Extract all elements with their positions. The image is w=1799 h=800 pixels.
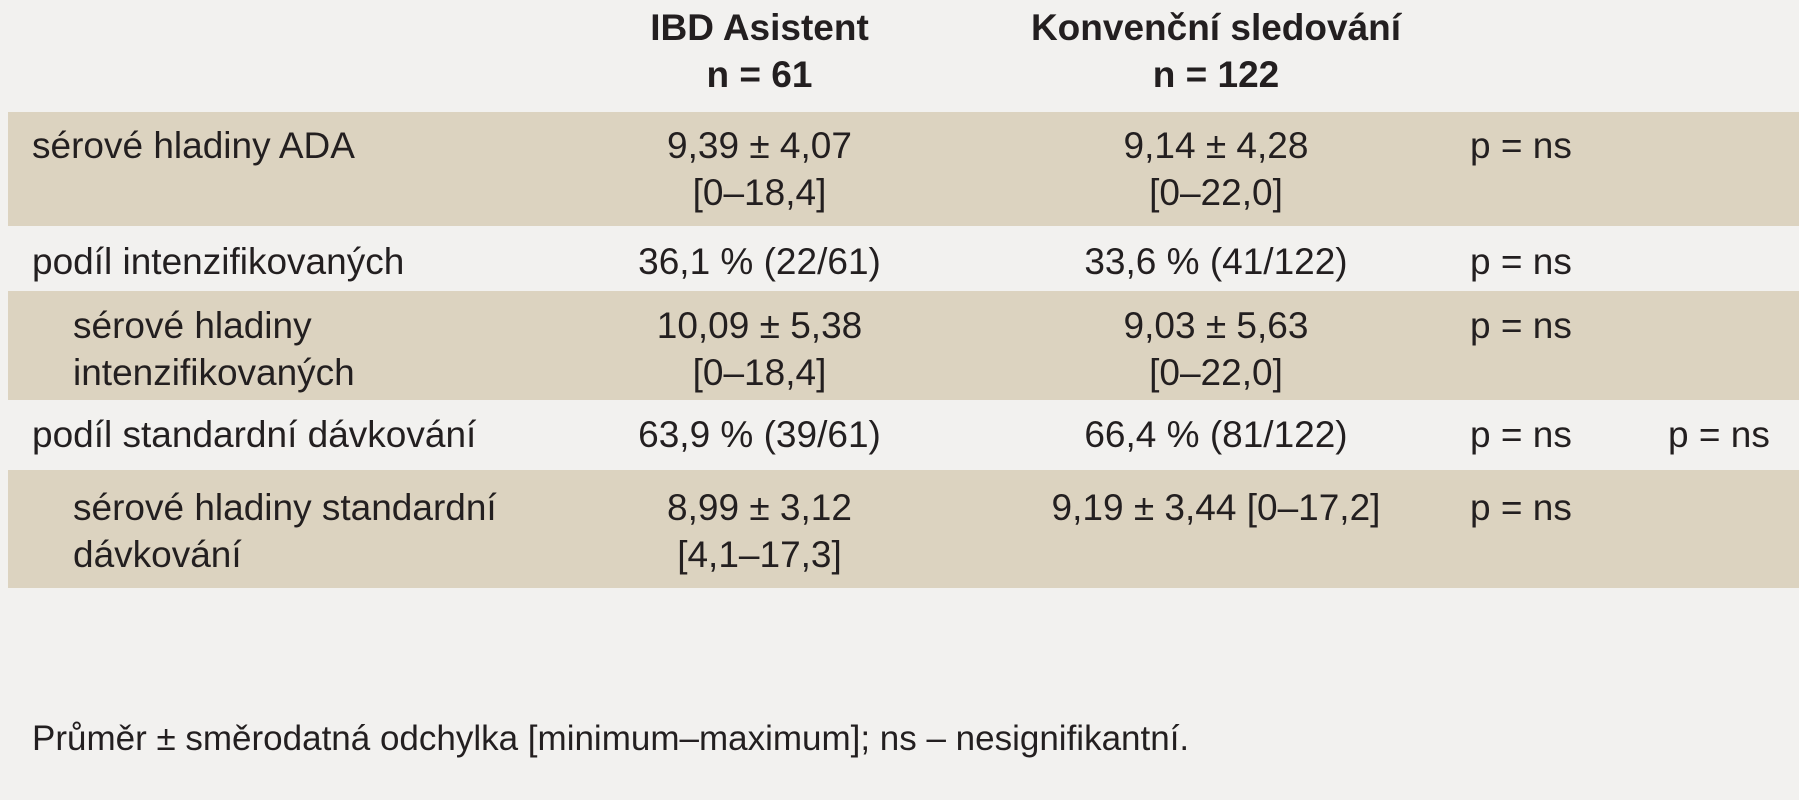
column-header-n: n = 61 (706, 54, 813, 95)
table-row (8, 400, 1799, 470)
cell-line: 9,39 ± 4,07 (667, 125, 852, 166)
column-header-name: IBD Asistent (650, 7, 869, 48)
row-label: podíl intenzifikovaných (32, 241, 405, 282)
column-header-ibd-asistent: IBD Asistent n = 61 (548, 4, 971, 98)
table-row (8, 112, 1799, 226)
p-value: p = ns (1470, 487, 1572, 528)
cell-line: 10,09 ± 5,38 (656, 305, 863, 346)
cell-line: [0–18,4] (692, 172, 827, 213)
column-header-name: Konvenční sledování (1030, 7, 1402, 48)
table-footnote: Průměr ± směrodatná odchylka [minimum–ma… (32, 719, 1190, 758)
cell-line: 9,03 ± 5,63 (1123, 305, 1309, 346)
column-header-n: n = 122 (1152, 54, 1280, 95)
cell-line: 9,14 ± 4,28 (1123, 125, 1309, 166)
p-value: p = ns (1470, 125, 1572, 166)
p-value: p = ns (1470, 305, 1572, 346)
row-label: sérové hladiny intenzifikovaných (73, 302, 355, 396)
table-header (0, 0, 1799, 112)
cell-konvencni: 9,14 ± 4,28 [0–22,0] (971, 122, 1461, 216)
table-row (8, 470, 1799, 588)
cell-konvencni: 9,19 ± 3,44 [0–17,2] (1051, 487, 1381, 528)
p-value-combined: p = ns (1668, 414, 1770, 455)
cell-line: [0–22,0] (1149, 172, 1283, 213)
row-label: podíl standardní dávkování (32, 414, 477, 455)
row-label: sérové hladiny ADA (32, 125, 355, 166)
row-label-line: dávkování (73, 534, 242, 575)
table-row (8, 291, 1799, 400)
column-header-konvencni-sledovani: Konvenční sledování n = 122 (971, 4, 1461, 98)
cell-ibd-asistent: 36,1 % (22/61) (638, 241, 881, 282)
cell-konvencni: 9,03 ± 5,63 [0–22,0] (971, 302, 1461, 396)
row-divider (8, 226, 1799, 236)
p-value: p = ns (1470, 241, 1572, 282)
row-label-line: sérové hladiny standardní (73, 487, 497, 528)
cell-ibd-asistent: 8,99 ± 3,12 [4,1–17,3] (548, 484, 971, 578)
cell-line: [0–22,0] (1149, 352, 1283, 393)
cell-konvencni: 66,4 % (81/122) (1084, 414, 1348, 455)
cell-line: 8,99 ± 3,12 (667, 487, 852, 528)
table-row (8, 236, 1799, 291)
cell-ibd-asistent: 9,39 ± 4,07 [0–18,4] (548, 122, 971, 216)
row-label-line: intenzifikovaných (73, 352, 355, 393)
cell-ibd-asistent: 63,9 % (39/61) (638, 414, 881, 455)
row-label: sérové hladiny standardní dávkování (73, 484, 497, 578)
p-value: p = ns (1470, 414, 1572, 455)
cell-line: [4,1–17,3] (677, 534, 842, 575)
cell-konvencni: 33,6 % (41/122) (1084, 241, 1348, 282)
cell-ibd-asistent: 10,09 ± 5,38 [0–18,4] (548, 302, 971, 396)
row-label-line: sérové hladiny (73, 305, 312, 346)
cell-line: [0–18,4] (692, 352, 827, 393)
